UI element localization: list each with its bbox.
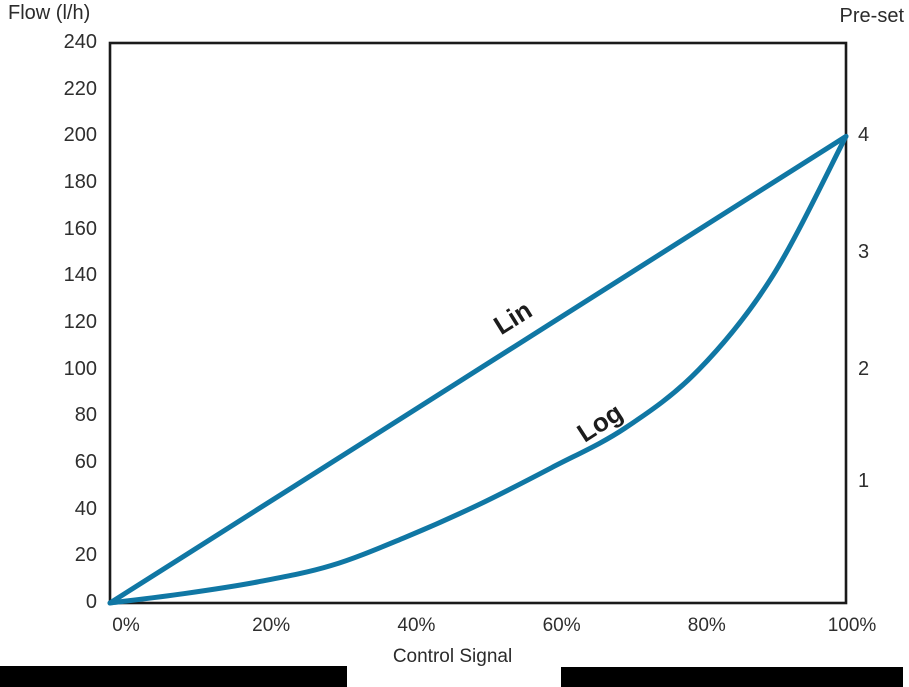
preset-tick-label-1: 1 bbox=[858, 469, 870, 492]
x-tick-label-100%: 100% bbox=[827, 615, 877, 636]
y-tick-label-220: 220 bbox=[63, 77, 97, 100]
y-tick-label-0: 0 bbox=[85, 591, 97, 613]
y-axis-title: Flow (l/h) bbox=[8, 2, 91, 24]
y-tick-label-140: 140 bbox=[63, 264, 97, 287]
x-tick-label-40%: 40% bbox=[397, 615, 436, 636]
x-axis-title-text: Control Signal bbox=[392, 646, 513, 667]
preset-tick-label-4: 4 bbox=[858, 124, 870, 147]
y-tick-label-120: 120 bbox=[63, 311, 97, 333]
lin-curve bbox=[107, 133, 849, 606]
x-axis-title: Control Signal bbox=[0, 646, 909, 668]
right-axis-title: Pre-set bbox=[839, 5, 904, 27]
x-tick-label-20%: 20% bbox=[252, 615, 291, 636]
preset-tick-label-2: 2 bbox=[858, 357, 870, 380]
y-tick-label-240: 240 bbox=[63, 31, 97, 53]
x-tick-label-60%: 60% bbox=[542, 615, 581, 636]
log-curve bbox=[107, 133, 849, 606]
y-tick-label-40: 40 bbox=[74, 497, 97, 520]
preset-tick-label-3: 3 bbox=[858, 241, 870, 263]
y-tick-label-20: 20 bbox=[74, 544, 97, 567]
x-tick-label-80%: 80% bbox=[687, 615, 726, 636]
x-tick-label-0%: 0% bbox=[112, 615, 140, 636]
y-tick-label-200: 200 bbox=[63, 124, 97, 147]
redaction-bar-right bbox=[561, 667, 903, 687]
y-tick-label-160: 160 bbox=[63, 217, 97, 240]
y-tick-label-60: 60 bbox=[74, 451, 97, 473]
plot-frame bbox=[108, 41, 848, 605]
redaction-bar-left bbox=[0, 666, 347, 687]
y-tick-label-80: 80 bbox=[74, 404, 97, 427]
y-tick-label-100: 100 bbox=[63, 357, 97, 380]
y-tick-label-180: 180 bbox=[63, 171, 97, 193]
